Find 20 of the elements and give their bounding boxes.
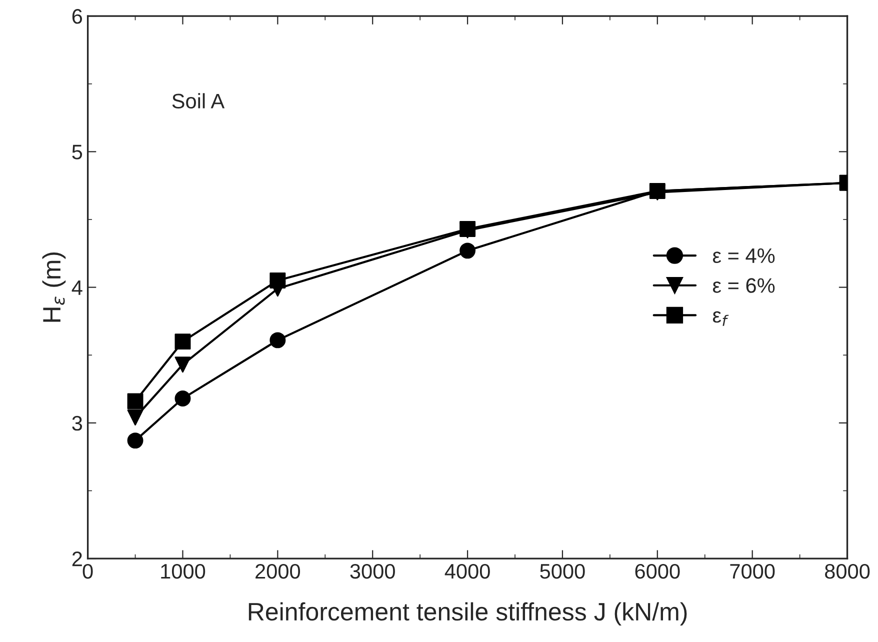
annotation: Soil A bbox=[172, 93, 225, 108]
x-tick-label: 5000 bbox=[540, 564, 585, 579]
x-tick-label: 7000 bbox=[730, 564, 775, 579]
x-tick-label: 1000 bbox=[161, 564, 206, 579]
y-axis-title: H$_{ε}$ (m) bbox=[42, 252, 66, 322]
x-tick-label: 4000 bbox=[444, 564, 490, 579]
x-tick-label: 6000 bbox=[635, 564, 680, 579]
legend-label: ε = 6% bbox=[712, 278, 775, 293]
x-tick-label: 2000 bbox=[256, 564, 300, 579]
y-tick-label: 6 bbox=[72, 9, 82, 24]
y-tick-label: 3 bbox=[72, 416, 82, 431]
x-tick-label: 3000 bbox=[350, 564, 395, 579]
x-axis-title: Reinforcement tensile stiffness J (kN/m) bbox=[248, 602, 687, 626]
y-tick-label: 5 bbox=[72, 144, 82, 160]
x-tick-label: 0 bbox=[82, 564, 93, 579]
y-tick-label: 2 bbox=[72, 552, 82, 566]
legend-label: ε$_{f}$ bbox=[712, 311, 729, 326]
y-tick-label: 4 bbox=[72, 280, 82, 295]
legend-label: ε = 4% bbox=[712, 248, 775, 264]
x-tick-label: 8000 bbox=[825, 564, 870, 579]
